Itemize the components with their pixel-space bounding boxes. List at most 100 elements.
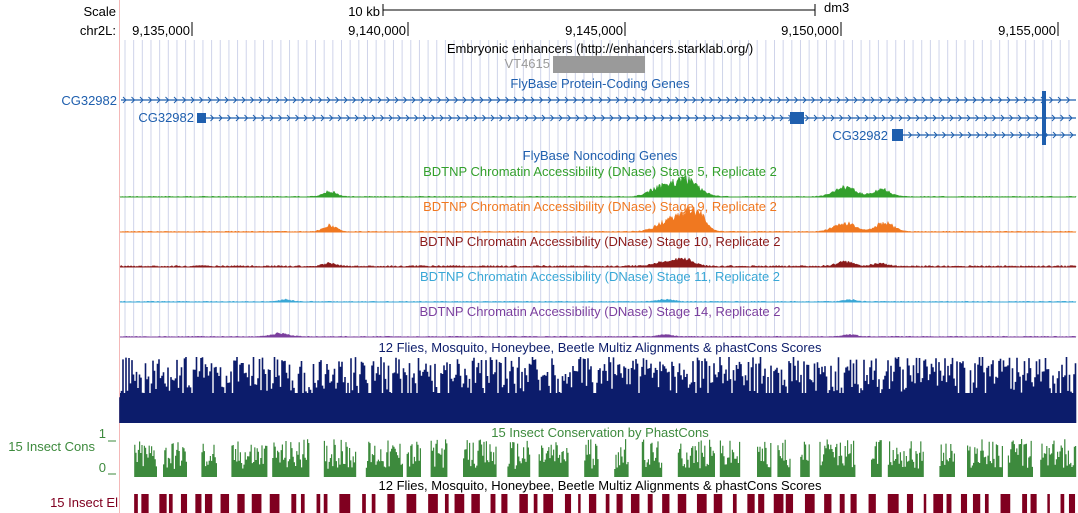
strand-chevron [677,114,682,122]
strand-chevron [828,96,833,104]
strand-chevron [720,114,725,122]
strand-chevron [1052,131,1057,139]
strand-chevron [584,114,589,122]
strand-chevron [743,96,748,104]
strand-chevron [301,96,306,104]
strand-chevron [975,114,980,122]
track-title-dnase-stage9[interactable]: BDTNP Chromatin Accessibility (DNase) St… [423,199,777,214]
strand-chevron [728,114,733,122]
strand-chevron [887,96,892,104]
track-title-noncoding[interactable]: FlyBase Noncoding Genes [522,148,678,163]
strand-chevron [609,114,614,122]
strand-chevron [505,96,510,104]
strand-chevron [369,96,374,104]
strand-chevron [964,96,969,104]
strand-chevron [777,96,782,104]
strand-chevron [411,96,416,104]
strand-chevron [734,96,739,104]
track-title-enhancers[interactable]: Embryonic enhancers (http://enhancers.st… [446,41,754,56]
exon [892,129,903,141]
track-title-protein-genes[interactable]: FlyBase Protein-Coding Genes [510,76,690,91]
strand-chevron [694,114,699,122]
strand-chevron [1068,114,1073,122]
strand-chevron [819,96,824,104]
strand-chevron [564,96,569,104]
strand-chevron [286,114,291,122]
strand-chevron [360,96,365,104]
track-title-dnase-stage11[interactable]: BDTNP Chromatin Accessibility (DNase) St… [419,269,781,284]
strand-chevron [669,114,674,122]
strand-chevron [762,114,767,122]
track-title-dnase-stage14[interactable]: BDTNP Chromatin Accessibility (DNase) St… [419,304,781,319]
strand-chevron [930,96,935,104]
strand-chevron [250,96,255,104]
strand-chevron [479,96,484,104]
cons-side-label[interactable]: 15 Insect Cons [8,439,95,454]
strand-chevron [522,96,527,104]
enhancer-feature-box [553,56,645,73]
position-label: 9,150,000 [781,23,839,38]
strand-chevron [386,96,391,104]
gene-label-right[interactable]: CG32982 [832,128,888,143]
strand-chevron [218,114,223,122]
track-title-conservation[interactable]: 15 Insect Conservation by PhastCons [491,425,709,440]
strand-chevron [337,114,342,122]
strand-chevron [541,114,546,122]
strand-chevron [802,96,807,104]
track-title-dnase-stage5[interactable]: BDTNP Chromatin Accessibility (DNase) St… [423,164,777,179]
strand-chevron [932,114,937,122]
strand-chevron [921,96,926,104]
strand-chevron [343,96,348,104]
strand-chevron [524,114,529,122]
strand-chevron [976,131,981,139]
strand-chevron [904,96,909,104]
strand-chevron [405,114,410,122]
strand-chevron [241,96,246,104]
strand-chevron [768,96,773,104]
strand-chevron [1026,114,1031,122]
elements-side-label[interactable]: 15 Insect El [50,495,118,510]
strand-chevron [643,114,648,122]
strand-chevron [320,114,325,122]
strand-chevron [649,96,654,104]
gene-label-mid[interactable]: CG32982 [138,110,194,125]
strand-chevron [1010,131,1015,139]
dnase-signal [119,257,1077,268]
track-title-elements[interactable]: 12 Flies, Mosquito, Honeybee, Beetle Mul… [378,478,822,493]
strand-chevron [686,114,691,122]
strand-chevron [950,131,955,139]
strand-chevron [862,96,867,104]
gene-label-left[interactable]: CG32982 [61,93,117,108]
strand-chevron [972,96,977,104]
strand-chevron [454,96,459,104]
strand-chevron [1018,131,1023,139]
strand-chevron [993,131,998,139]
strand-chevron [785,96,790,104]
strand-chevron [556,96,561,104]
strand-chevron [207,96,212,104]
strand-chevron [607,96,612,104]
cons-tick-bottom: 0 [98,460,106,475]
strand-chevron [233,96,238,104]
strand-chevron [754,114,759,122]
enhancer-feature-label[interactable]: VT4615 [504,56,550,71]
strand-chevron [998,96,1003,104]
strand-chevron [981,96,986,104]
strand-chevron [811,96,816,104]
scale-value: 10 kb [348,4,380,19]
track-title-dnase-stage10[interactable]: BDTNP Chromatin Accessibility (DNase) St… [419,234,781,249]
strand-chevron [989,96,994,104]
strand-chevron [845,96,850,104]
track-title-multiz[interactable]: 12 Flies, Mosquito, Honeybee, Beetle Mul… [378,340,822,355]
strand-chevron [530,96,535,104]
strand-chevron [371,114,376,122]
strand-chevron [456,114,461,122]
strand-chevron [618,114,623,122]
strand-chevron [624,96,629,104]
strand-chevron [1017,114,1022,122]
strand-chevron [428,96,433,104]
strand-chevron [292,96,297,104]
strand-chevron [700,96,705,104]
